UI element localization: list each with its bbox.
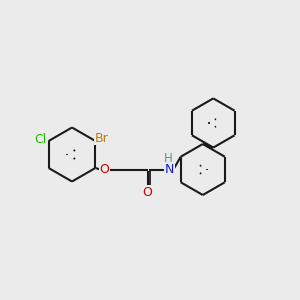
Text: Cl: Cl: [34, 133, 46, 146]
Text: O: O: [142, 185, 152, 199]
Text: N: N: [164, 163, 174, 176]
Text: Br: Br: [95, 131, 109, 145]
Text: H: H: [164, 152, 173, 165]
Text: O: O: [99, 163, 109, 176]
